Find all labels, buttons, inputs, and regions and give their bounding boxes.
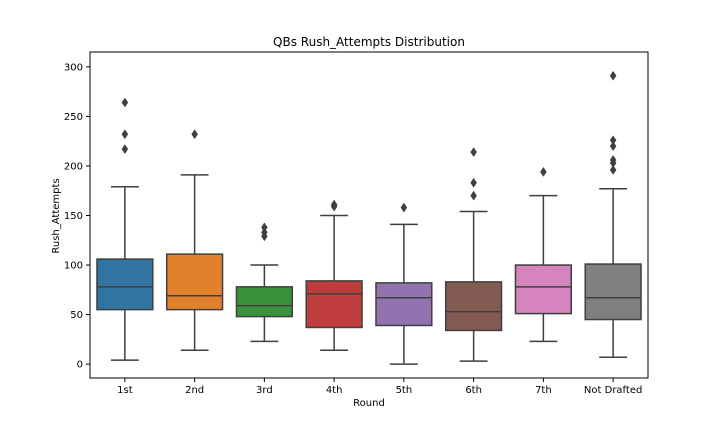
x-tick-label: Not Drafted <box>584 385 642 396</box>
box-group-4th <box>305 199 363 352</box>
outlier-point <box>261 227 268 238</box>
outlier-point <box>121 97 129 108</box>
outlier-point <box>540 166 547 177</box>
y-tick-label: 300 <box>64 62 83 73</box>
box-group-2nd <box>165 129 224 352</box>
y-tick-label: 0 <box>77 360 83 371</box>
outlier-point <box>330 199 338 210</box>
iqr-box <box>375 282 433 327</box>
outlier-point <box>470 147 477 158</box>
x-tick-label: 6th <box>465 385 482 396</box>
outlier-point <box>121 144 129 155</box>
x-tick-label: 5th <box>396 385 413 396</box>
box-group-6th <box>444 147 503 362</box>
x-tick-label: 4th <box>326 385 343 396</box>
box-group-1st <box>96 97 154 361</box>
y-tick-label: 200 <box>64 161 83 172</box>
y-tick-label: 250 <box>64 112 83 123</box>
outlier-point <box>400 202 408 213</box>
outlier-point <box>609 164 617 175</box>
y-axis-label: Rush_Attempts <box>51 178 62 253</box>
iqr-box <box>444 281 503 332</box>
plot-area <box>96 70 642 365</box>
chart-title: QBs Rush_Attempts Distribution <box>273 35 465 49</box>
x-axis: 1st 2nd 3rd 4th 5th 6th 7th Not Drafted <box>117 378 642 396</box>
iqr-box <box>165 253 224 311</box>
box-group-7th <box>514 166 573 343</box>
box-group-3rd <box>235 222 294 343</box>
y-tick-label: 150 <box>64 211 83 222</box>
iqr-box <box>305 280 363 329</box>
outlier-point <box>261 222 268 233</box>
outlier-point <box>470 177 477 188</box>
outlier-point <box>191 129 198 140</box>
x-tick-label: 3rd <box>256 385 273 396</box>
box-group-not-drafted <box>584 70 642 358</box>
iqr-box <box>96 258 154 311</box>
iqr-box <box>235 286 294 318</box>
x-tick-label: 2nd <box>185 385 204 396</box>
outlier-point <box>609 70 617 81</box>
box-group-5th <box>375 202 433 365</box>
y-axis: 0 50 100 150 200 250 300 <box>64 62 90 371</box>
iqr-box <box>514 264 573 315</box>
x-tick-label: 1st <box>117 385 133 396</box>
iqr-box <box>584 263 642 321</box>
outlier-point <box>609 141 617 152</box>
x-axis-label: Round <box>353 398 385 409</box>
outlier-point <box>121 129 129 140</box>
outlier-point <box>609 155 617 165</box>
outlier-point <box>470 190 477 201</box>
axes-frame <box>89 51 649 379</box>
y-tick-label: 100 <box>64 261 83 272</box>
x-tick-label: 7th <box>535 385 552 396</box>
y-tick-label: 50 <box>70 310 83 321</box>
outlier-point <box>609 135 617 146</box>
